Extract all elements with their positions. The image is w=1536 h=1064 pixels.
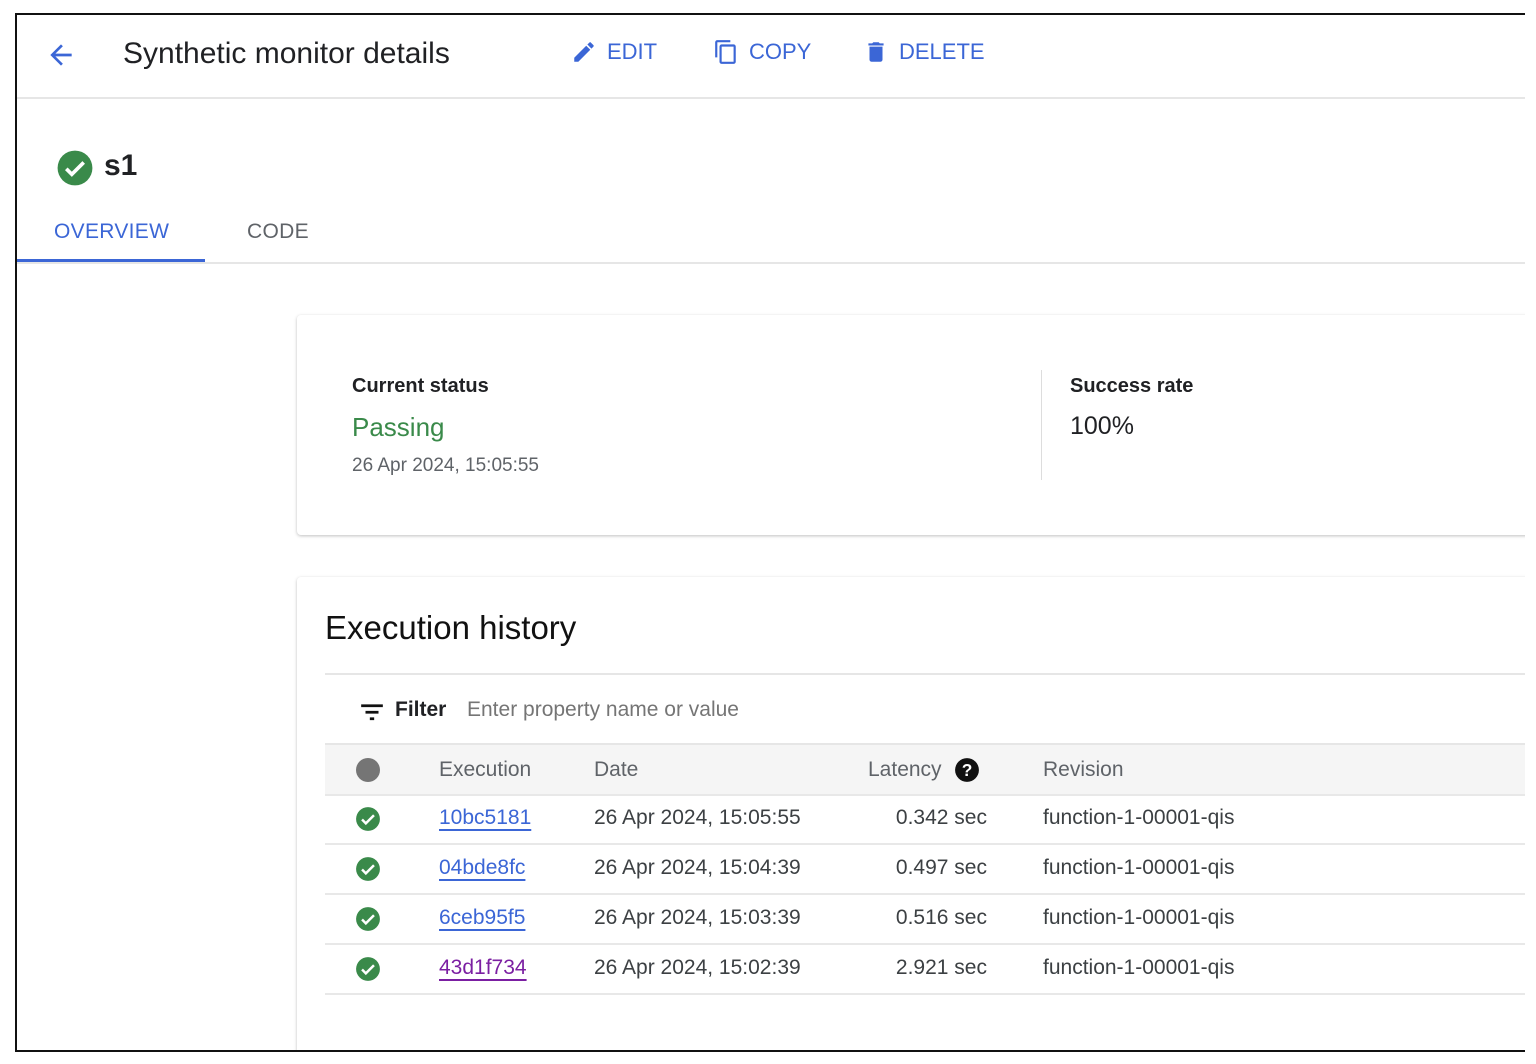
status-card: Current status Passing 26 Apr 2024, 15:0…	[297, 315, 1525, 535]
execution-latency: 0.516 sec	[895, 906, 987, 929]
title-divider	[325, 673, 1525, 675]
table-row: 04bde8fc 26 Apr 2024, 15:04:39 0.497 sec…	[325, 844, 1525, 895]
execution-latency: 2.921 sec	[895, 956, 987, 979]
success-rate-label: Success rate	[1070, 375, 1194, 397]
filter-label: Filter	[395, 698, 447, 721]
edit-label: EDIT	[607, 39, 658, 64]
table-row: 6ceb95f5 26 Apr 2024, 15:03:39 0.516 sec…	[325, 894, 1525, 945]
tabs-divider	[17, 262, 1525, 264]
execution-latency: 0.497 sec	[895, 856, 987, 879]
table-row: 10bc5181 26 Apr 2024, 15:05:55 0.342 sec…	[325, 794, 1525, 845]
execution-link[interactable]: 10bc5181	[439, 806, 532, 829]
check-circle-icon	[356, 907, 380, 931]
help-icon[interactable]: ?	[954, 757, 980, 783]
execution-revision: function-1-00001-qis	[1043, 856, 1235, 879]
execution-history-card: Execution history Filter Execution Date …	[297, 577, 1525, 1050]
check-circle-icon	[57, 150, 93, 186]
check-circle-icon	[356, 807, 380, 831]
execution-link[interactable]: 6ceb95f5	[439, 906, 526, 929]
edit-button[interactable]: EDIT	[571, 39, 657, 65]
execution-date: 26 Apr 2024, 15:05:55	[594, 806, 801, 829]
tab-code[interactable]: CODE	[247, 220, 309, 243]
check-circle-icon	[356, 857, 380, 881]
table-header-row: Execution Date Latency ? Revision	[325, 743, 1525, 796]
check-circle-icon	[356, 957, 380, 981]
execution-link[interactable]: 43d1f734	[439, 956, 527, 979]
execution-link[interactable]: 04bde8fc	[439, 856, 526, 879]
execution-date: 26 Apr 2024, 15:02:39	[594, 956, 801, 979]
current-status-value: Passing	[352, 412, 445, 442]
filter-input[interactable]	[467, 693, 1067, 727]
current-status-label: Current status	[352, 375, 489, 397]
active-tab-indicator	[17, 259, 205, 262]
status-column-icon	[356, 758, 380, 782]
back-arrow-icon[interactable]	[45, 39, 77, 71]
delete-button[interactable]: DELETE	[863, 39, 985, 65]
execution-revision: function-1-00001-qis	[1043, 956, 1235, 979]
status-timestamp: 26 Apr 2024, 15:05:55	[352, 455, 539, 476]
header-bar: Synthetic monitor details EDIT COPY DELE…	[17, 15, 1525, 99]
execution-date: 26 Apr 2024, 15:03:39	[594, 906, 801, 929]
history-table: Execution Date Latency ? Revision 10bc51…	[325, 743, 1525, 1050]
copy-label: COPY	[749, 39, 812, 64]
svg-text:?: ?	[962, 760, 973, 780]
success-rate-value: 100%	[1070, 412, 1134, 440]
trash-icon	[868, 42, 884, 62]
execution-latency: 0.342 sec	[895, 806, 987, 829]
tab-overview[interactable]: OVERVIEW	[54, 220, 170, 243]
column-header-date[interactable]: Date	[594, 758, 639, 781]
card-divider	[1041, 370, 1042, 480]
column-header-execution[interactable]: Execution	[439, 758, 532, 781]
filter-icon[interactable]	[359, 699, 385, 725]
column-header-latency[interactable]: Latency	[868, 758, 942, 781]
delete-label: DELETE	[899, 39, 985, 64]
execution-revision: function-1-00001-qis	[1043, 806, 1235, 829]
execution-date: 26 Apr 2024, 15:04:39	[594, 856, 801, 879]
pencil-icon	[574, 42, 594, 62]
monitor-name: s1	[104, 149, 138, 182]
copy-button[interactable]: COPY	[713, 39, 811, 65]
table-row: 43d1f734 26 Apr 2024, 15:02:39 2.921 sec…	[325, 944, 1525, 995]
app-window: Synthetic monitor details EDIT COPY DELE…	[15, 13, 1525, 1052]
column-header-revision[interactable]: Revision	[1043, 758, 1124, 781]
execution-revision: function-1-00001-qis	[1043, 906, 1235, 929]
history-title: Execution history	[325, 609, 577, 646]
page-title: Synthetic monitor details	[123, 37, 450, 70]
copy-icon	[715, 40, 736, 64]
